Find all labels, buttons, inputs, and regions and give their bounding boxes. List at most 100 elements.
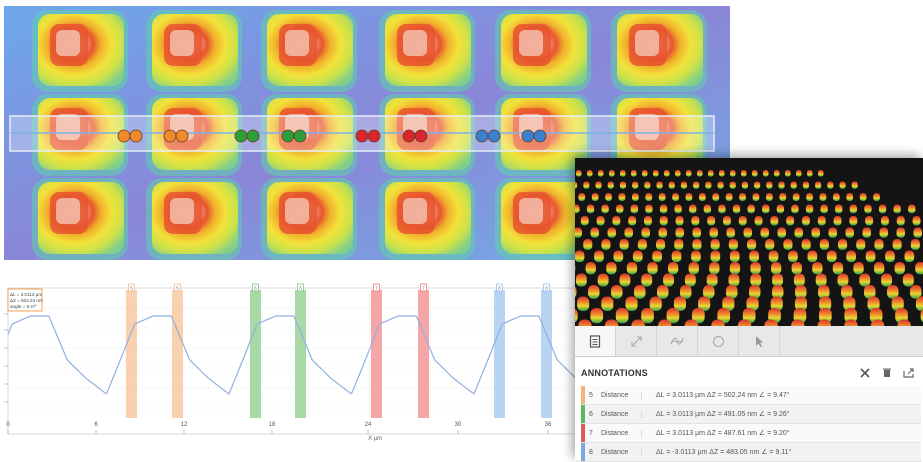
surface-bump bbox=[697, 170, 703, 177]
surface-bump bbox=[803, 182, 809, 189]
measurement-marker[interactable] bbox=[164, 130, 176, 142]
expand-icon bbox=[630, 335, 643, 348]
surface-bump bbox=[913, 216, 921, 225]
measurement-marker[interactable] bbox=[476, 130, 488, 142]
measurement-marker[interactable] bbox=[534, 130, 546, 142]
measurement-marker[interactable] bbox=[176, 130, 188, 142]
measurement-marker[interactable] bbox=[403, 130, 415, 142]
tab-measure[interactable] bbox=[616, 326, 657, 356]
annotation-type: Distance bbox=[601, 449, 642, 456]
surface-bump bbox=[631, 170, 637, 177]
surface-bump bbox=[660, 216, 668, 225]
annotation-color-swatch bbox=[581, 424, 585, 442]
3d-surface-view[interactable] bbox=[575, 158, 923, 326]
surface-bump bbox=[807, 170, 813, 177]
surface-bump bbox=[596, 182, 602, 189]
surface-bump bbox=[605, 193, 612, 201]
surface-bump bbox=[577, 297, 589, 312]
surface-bump bbox=[641, 274, 652, 287]
surface-bump bbox=[642, 170, 648, 177]
surface-bump bbox=[859, 274, 870, 287]
close-icon[interactable] bbox=[858, 366, 871, 379]
measurement-marker[interactable] bbox=[368, 130, 380, 142]
surface-bump bbox=[587, 170, 593, 177]
measurement-band[interactable] bbox=[371, 290, 382, 418]
surface-bump bbox=[656, 239, 665, 250]
surface-bump bbox=[597, 216, 605, 225]
surface-bump bbox=[903, 274, 914, 287]
measurement-band[interactable] bbox=[541, 290, 552, 418]
surface-bump bbox=[668, 262, 678, 274]
surface-bump bbox=[727, 228, 736, 238]
measurement-band[interactable] bbox=[494, 290, 505, 418]
pad-peak-core bbox=[519, 30, 543, 56]
surface-bump bbox=[588, 285, 600, 299]
surface-bump bbox=[578, 193, 585, 201]
pad-peak-core bbox=[635, 30, 659, 56]
surface-bump bbox=[674, 239, 683, 250]
measurement-band[interactable] bbox=[418, 290, 429, 418]
surface-bump bbox=[786, 216, 794, 225]
measurement-marker[interactable] bbox=[130, 130, 142, 142]
surface-bump bbox=[686, 193, 693, 201]
x-tick-label: 18 bbox=[269, 422, 276, 428]
surface-bump bbox=[748, 205, 755, 214]
tab-annotations[interactable] bbox=[575, 326, 616, 356]
surface-bump bbox=[590, 308, 603, 323]
measurement-marker[interactable] bbox=[415, 130, 427, 142]
surface-bump bbox=[693, 228, 702, 238]
measurement-marker[interactable] bbox=[488, 130, 500, 142]
tab-profile[interactable] bbox=[657, 326, 698, 356]
annotations-title: ANNOTATIONS bbox=[581, 368, 648, 378]
surface-bump bbox=[812, 262, 822, 274]
measurement-marker[interactable] bbox=[118, 130, 130, 142]
surface-bump bbox=[718, 205, 725, 214]
annotation-number: 7 bbox=[589, 430, 601, 437]
surface-bump bbox=[846, 193, 853, 201]
surface-bump bbox=[686, 170, 692, 177]
measurement-marker[interactable] bbox=[282, 130, 294, 142]
surface-bump bbox=[818, 216, 826, 225]
measurement-marker[interactable] bbox=[247, 130, 259, 142]
profile-icon bbox=[670, 335, 684, 348]
measurement-marker[interactable] bbox=[522, 130, 534, 142]
tab-select[interactable] bbox=[739, 326, 780, 356]
surface-bump bbox=[676, 228, 685, 238]
measurement-band[interactable] bbox=[126, 290, 137, 418]
measurement-marker[interactable] bbox=[294, 130, 306, 142]
tab-shape[interactable] bbox=[698, 326, 739, 356]
measurement-marker[interactable] bbox=[235, 130, 247, 142]
measurement-band[interactable] bbox=[250, 290, 261, 418]
surface-bump bbox=[705, 182, 711, 189]
surface-bump bbox=[874, 239, 883, 250]
measurement-marker[interactable] bbox=[356, 130, 368, 142]
surface-bump bbox=[827, 182, 833, 189]
surface-bump bbox=[712, 193, 719, 201]
surface-bump bbox=[820, 239, 829, 250]
surface-bump bbox=[663, 274, 674, 287]
surface-bump bbox=[802, 216, 810, 225]
surface-bump bbox=[815, 182, 821, 189]
surface-bump bbox=[802, 239, 811, 250]
surface-bump bbox=[755, 216, 763, 225]
pad-peak-core bbox=[403, 198, 427, 224]
surface-bump bbox=[594, 251, 604, 263]
measurement-band[interactable] bbox=[172, 290, 183, 418]
surface-bump bbox=[818, 170, 824, 177]
surface-bump bbox=[863, 228, 872, 238]
measurement-band[interactable] bbox=[295, 290, 306, 418]
trash-icon[interactable] bbox=[880, 366, 893, 379]
surface-bump bbox=[792, 262, 802, 274]
surface-bump bbox=[711, 251, 721, 263]
surface-bump bbox=[835, 205, 842, 214]
surface-bump bbox=[681, 182, 687, 189]
legend-line-dl: ΔL = 3.0113 µm bbox=[10, 292, 42, 297]
surface-bump bbox=[626, 297, 638, 312]
export-icon[interactable] bbox=[902, 366, 915, 379]
